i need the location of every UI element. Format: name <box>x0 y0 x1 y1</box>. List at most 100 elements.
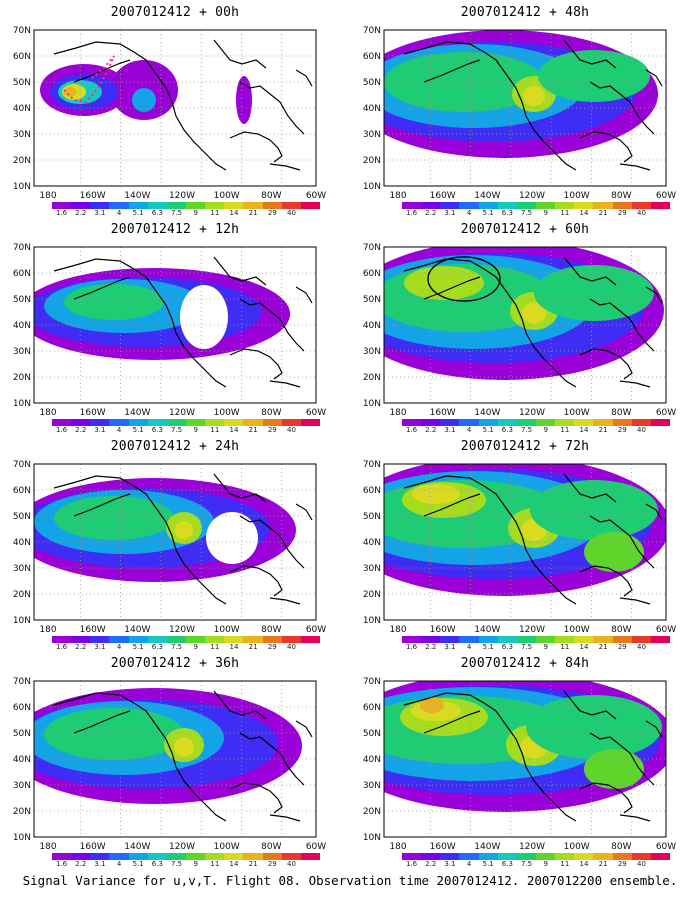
colorbar-swatch <box>90 853 110 860</box>
colorbar-label: 4 <box>116 860 122 868</box>
lon-label: 140W <box>474 842 500 852</box>
colorbar-swatch <box>71 202 91 209</box>
colorbar-swatch <box>90 636 110 643</box>
colorbar-label: 1.6 <box>56 426 68 434</box>
colorbar-swatch <box>497 419 517 426</box>
colorbar-swatch <box>71 636 91 643</box>
colorbar-swatch <box>128 202 148 209</box>
coastline <box>53 692 227 822</box>
panel-title: 2007012412 + 72h <box>460 439 590 454</box>
colorbar-swatch <box>90 419 110 426</box>
colorbar-swatch <box>224 636 244 643</box>
map-frame <box>383 246 667 404</box>
colorbar-label: 3.1 <box>94 209 106 217</box>
colorbar-swatch <box>612 419 632 426</box>
lon-label: 180 <box>389 408 406 418</box>
coastline <box>239 732 305 786</box>
colorbar-label: 1.6 <box>406 860 418 868</box>
colorbar-swatch <box>459 419 479 426</box>
coastline <box>73 710 131 734</box>
lon-label: 100W <box>214 625 240 635</box>
colorbar-label: 6.3 <box>151 209 163 217</box>
colorbar-label: 21 <box>598 426 608 434</box>
lat-label: 10N <box>363 399 381 409</box>
colorbar-swatch <box>166 636 186 643</box>
lon-label: 120W <box>519 625 545 635</box>
lat-label: 40N <box>13 755 31 765</box>
coastline <box>619 597 651 605</box>
colorbar-label: 7.5 <box>520 209 533 217</box>
colorbar-label: 4 <box>466 209 472 217</box>
colorbar-swatch <box>243 202 263 209</box>
lat-label: 70N <box>363 460 381 470</box>
colorbar-swatch <box>631 636 651 643</box>
colorbar-label: 29 <box>267 860 277 868</box>
lat-label: 10N <box>13 833 31 843</box>
coastline <box>563 39 617 69</box>
lon-label: 140W <box>474 191 500 201</box>
map-plot: 70N 60N 50N 40N 30N 20N 10N 180 160W 140W 120W 100W… <box>363 460 676 635</box>
colorbar-label: 3.1 <box>94 860 106 868</box>
lon-label: 60W <box>656 408 676 418</box>
lat-label: 40N <box>363 104 381 114</box>
coastline <box>269 163 301 171</box>
colorbar-label: 1.6 <box>406 643 418 651</box>
lat-label: 70N <box>13 26 31 36</box>
colorbar-swatch <box>128 636 148 643</box>
variance-contour <box>132 88 156 112</box>
lon-label: 180 <box>39 408 56 418</box>
lon-label: 80W <box>611 842 631 852</box>
lat-label: 50N <box>363 295 381 305</box>
lat-label: 50N <box>363 78 381 88</box>
coastline <box>645 720 663 738</box>
lat-label: 20N <box>13 373 31 383</box>
colorbar-swatch <box>52 853 72 860</box>
lon-label: 160W <box>430 625 456 635</box>
panel-title: 2007012412 + 48h <box>460 5 590 20</box>
colorbar-labels: 1.6 2.2 3.1 4 5.1 6.3 7.5 9 11 14 21 29 40 <box>402 860 651 868</box>
colorbar-label: 14 <box>579 643 589 651</box>
colorbar-swatch <box>478 853 498 860</box>
lon-label: 60W <box>656 842 676 852</box>
colorbar-swatch <box>555 419 575 426</box>
lon-label: 80W <box>261 625 281 635</box>
map-panel-p24: 2007012412 + 24h 70N 60N 50N 40N 30N 20N 10N 180… <box>0 434 350 651</box>
colorbar-label: 2.2 <box>425 643 437 651</box>
colorbar-swatch <box>52 419 72 426</box>
figure-caption: Signal Variance for u,v,T. Flight 08. Ob… <box>22 873 678 888</box>
colorbar-label: 5.1 <box>482 643 494 651</box>
lon-label: 100W <box>564 191 590 201</box>
colorbar-label: 40 <box>636 209 646 217</box>
colorbar-label: 14 <box>579 209 589 217</box>
lat-label: 20N <box>13 807 31 817</box>
colorbar-swatch <box>555 853 575 860</box>
colorbar <box>52 202 320 209</box>
colorbar-label: 11 <box>560 860 570 868</box>
coastline <box>619 380 651 388</box>
lon-label: 180 <box>389 625 406 635</box>
panel-title: 2007012412 + 00h <box>110 5 240 20</box>
colorbar-label: 6.3 <box>151 426 163 434</box>
coastline <box>403 258 577 388</box>
colorbar-swatch <box>555 202 575 209</box>
colorbar-labels: 1.6 2.2 3.1 4 5.1 6.3 7.5 9 11 14 21 29 40 <box>52 209 301 217</box>
map-frame <box>383 463 667 621</box>
colorbar-swatch <box>402 202 422 209</box>
colorbar <box>52 853 320 860</box>
coastline <box>239 298 305 352</box>
colorbar-swatch <box>109 636 129 643</box>
colorbar-swatch <box>71 419 91 426</box>
variance-contour <box>420 697 444 713</box>
colorbar-label: 4 <box>466 860 472 868</box>
colorbar-swatch <box>128 419 148 426</box>
colorbar-swatch <box>166 853 186 860</box>
coastline <box>645 286 663 304</box>
coastline <box>563 690 617 720</box>
map-panel-p60: 2007012412 + 60h 70N 60N 50N 40N 30N 20N 10N 180… <box>350 217 700 434</box>
lon-label: 60W <box>306 191 326 201</box>
colorbar-swatch <box>205 419 225 426</box>
colorbar-swatch <box>402 636 422 643</box>
lon-label: 120W <box>519 408 545 418</box>
lat-label: 30N <box>363 130 381 140</box>
coastline <box>53 258 227 388</box>
